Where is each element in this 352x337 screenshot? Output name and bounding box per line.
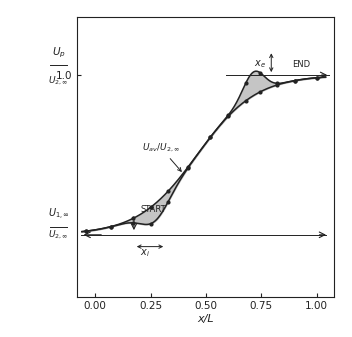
Text: $U_{2,\infty}$: $U_{2,\infty}$ [48, 75, 69, 87]
Text: $x_i$: $x_i$ [140, 247, 150, 258]
Text: END: END [292, 60, 310, 69]
Text: START: START [140, 205, 166, 214]
X-axis label: x/L: x/L [197, 314, 214, 324]
Text: $U_{1,\infty}$: $U_{1,\infty}$ [48, 207, 70, 222]
Text: $U_p$: $U_p$ [52, 45, 65, 60]
Text: $x_e$: $x_e$ [254, 59, 266, 70]
Text: $U_{av}/U_{2,\infty}$: $U_{av}/U_{2,\infty}$ [142, 142, 181, 171]
Text: $U_{2,\infty}$: $U_{2,\infty}$ [48, 228, 69, 241]
